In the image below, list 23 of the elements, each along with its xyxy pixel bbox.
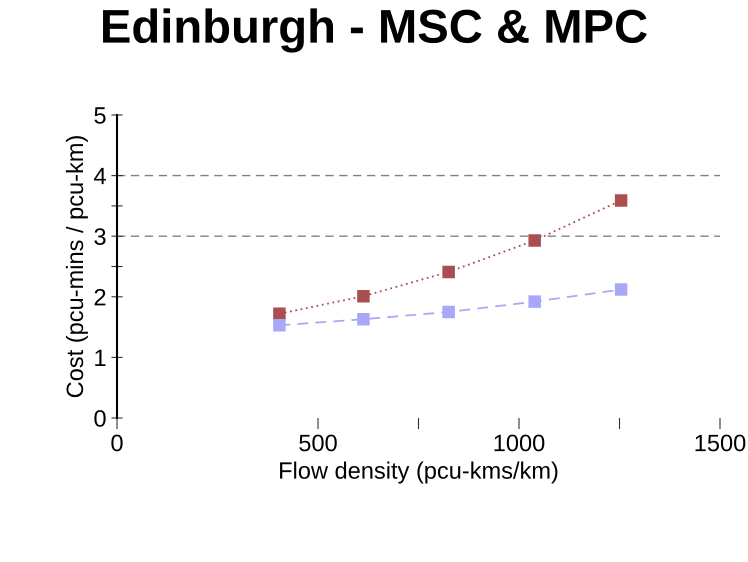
point [357,312,370,326]
y-tick-label: 4 [94,168,106,184]
y-tick-label: 0 [94,410,106,427]
point [357,290,370,302]
y-axis-title: Cost (pcu-mins / pcu-km) [66,136,88,398]
point [528,234,541,247]
x-tick-label: 1000 [494,434,544,452]
y-tick-label: 1 [95,350,106,366]
point [442,266,455,278]
point [614,194,628,207]
y-tick-label: 5 [94,107,106,124]
chart-title: Edinburgh - MSC & MPC [103,8,647,53]
x-tick-label: 1500 [696,434,746,452]
point [614,283,628,296]
point [273,319,286,332]
x-tick-label: 500 [299,434,337,452]
y-tick-label: 2 [94,288,106,306]
x-tick-label: 0 [111,434,123,452]
point [273,308,286,320]
y-tick-label: 3 [94,228,106,245]
point [442,306,455,318]
x-axis-title: Flow density (pcu-kms/km) [280,462,558,484]
point [528,295,541,308]
